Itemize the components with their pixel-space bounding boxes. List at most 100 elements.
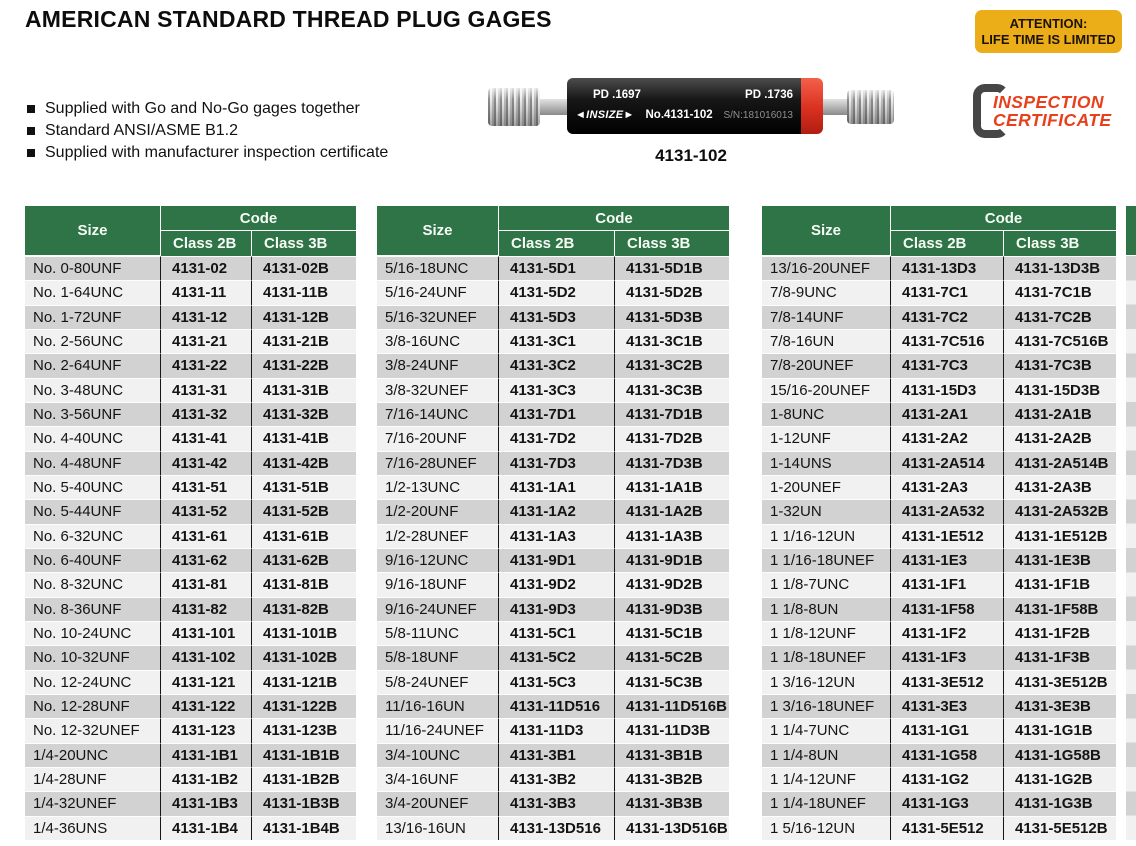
code-class2b-cell: 4131-42 <box>160 450 251 475</box>
table-row: No. 1-64UNC 4131-11 4131-11B <box>25 280 356 305</box>
table-row: 1/2-28UNEF 4131-1A3 4131-1A3B <box>377 523 729 548</box>
code-class3b-cell: 4131-1B2B <box>251 766 356 792</box>
table-row: No. 12-24UNC 4131-121 4131-121B <box>25 669 356 694</box>
table-row: No. 12-28UNF 4131-122 4131-122B <box>25 693 356 719</box>
size-cell: 11/16-24UNEF <box>377 718 498 743</box>
code-class3b-cell: 4131-9D3B <box>614 596 729 621</box>
code-class3b-cell: 4131-1A3B <box>614 523 729 548</box>
code-class2b-cell: 4131-12 <box>160 304 251 329</box>
code-class3b-cell: 4131-3E512B <box>1003 669 1116 694</box>
table-row: No. 5-40UNC 4131-51 4131-51B <box>25 474 356 500</box>
code-class2b-cell: 4131-3C3 <box>498 377 614 402</box>
table-row: 11/16-16UN 4131-11D516 4131-11D516B <box>377 693 729 719</box>
size-cell: 1-20UNEF <box>762 474 890 500</box>
table-row: 1/4-36UNS 4131-1B4 4131-1B4B <box>25 815 356 840</box>
size-cell: 1 3/16-12UN <box>762 669 890 694</box>
code-class2b-cell: 4131-5D2 <box>498 280 614 305</box>
code-class3b-cell: 4131-5E512B <box>1003 815 1116 840</box>
gage-model-number: No.4131-102 <box>645 108 713 121</box>
gage-right-thread <box>847 90 894 124</box>
code-class2b-cell: 4131-122 <box>160 693 251 719</box>
column-header-class-2b: Class 2B <box>160 231 251 256</box>
code-class3b-cell: 4131-5C1B <box>614 620 729 646</box>
feature-item: Standard ANSI/ASME B1.2 <box>27 120 388 142</box>
code-class3b-cell: 4131-3E3B <box>1003 693 1116 719</box>
column-header-class-3b: Class 3B <box>614 231 729 256</box>
column-header-class-3b: Class 3B <box>1003 231 1116 256</box>
code-class2b-cell: 4131-7C2 <box>890 304 1003 329</box>
size-cell: No. 6-32UNC <box>25 523 160 548</box>
table-row: 7/16-14UNC 4131-7D1 4131-7D1B <box>377 401 729 427</box>
code-class2b-cell: 4131-1E3 <box>890 547 1003 573</box>
code-class2b-cell: 4131-121 <box>160 669 251 694</box>
table-row: No. 5-44UNF 4131-52 4131-52B <box>25 499 356 524</box>
certificate-line1: INSPECTION <box>993 92 1104 112</box>
table-row: 5/8-24UNEF 4131-5C3 4131-5C3B <box>377 669 729 694</box>
code-class2b-cell: 4131-1F3 <box>890 645 1003 670</box>
code-class3b-cell: 4131-13D516B <box>614 815 729 840</box>
code-class2b-cell: 4131-5C3 <box>498 669 614 694</box>
size-cell: 5/16-24UNF <box>377 280 498 305</box>
table-row: 1 1/16-12UN 4131-1E512 4131-1E512B <box>762 523 1116 548</box>
size-cell: 1-12UNF <box>762 426 890 451</box>
code-class3b-cell: 4131-61B <box>251 523 356 548</box>
code-class2b-cell: 4131-3C2 <box>498 353 614 378</box>
table-row: 1 1/8-8UN 4131-1F58 4131-1F58B <box>762 596 1116 621</box>
table-row: No. 0-80UNF 4131-02 4131-02B <box>25 256 356 281</box>
table-row: 1 1/8-18UNEF 4131-1F3 4131-1F3B <box>762 645 1116 670</box>
code-class3b-cell: 4131-1G1B <box>1003 718 1116 743</box>
table-row: 1/4-20UNC 4131-1B1 4131-1B1B <box>25 742 356 767</box>
size-cell: 1 1/8-8UN <box>762 596 890 621</box>
size-cell: 1 1/8-7UNC <box>762 572 890 597</box>
size-cell: No. 5-44UNF <box>25 499 160 524</box>
code-class3b-cell: 4131-42B <box>251 450 356 475</box>
code-class3b-cell: 4131-7C3B <box>1003 353 1116 378</box>
code-class2b-cell: 4131-1G2 <box>890 766 1003 792</box>
code-class3b-cell: 4131-7D2B <box>614 426 729 451</box>
column-header-size: Size <box>25 206 160 256</box>
table-row: 5/16-24UNF 4131-5D2 4131-5D2B <box>377 280 729 305</box>
gage-left-shaft <box>540 99 567 115</box>
code-class2b-cell: 4131-3E512 <box>890 669 1003 694</box>
code-class3b-cell: 4131-3C1B <box>614 328 729 354</box>
code-class3b-cell: 4131-32B <box>251 401 356 427</box>
code-class3b-cell: 4131-82B <box>251 596 356 621</box>
size-cell: 1-14UNS <box>762 450 890 475</box>
code-class2b-cell: 4131-7C516 <box>890 328 1003 354</box>
size-cell: 3/4-10UNC <box>377 742 498 767</box>
code-class3b-cell: 4131-13D3B <box>1003 256 1116 281</box>
code-class3b-cell: 4131-2A532B <box>1003 499 1116 524</box>
code-class2b-cell: 4131-51 <box>160 474 251 500</box>
code-class2b-cell: 4131-1A2 <box>498 499 614 524</box>
table-row: 3/4-10UNC 4131-3B1 4131-3B1B <box>377 742 729 767</box>
size-cell: No. 2-56UNC <box>25 328 160 354</box>
table-row: 7/8-16UN 4131-7C516 4131-7C516B <box>762 328 1116 354</box>
size-cell: 1-8UNC <box>762 401 890 427</box>
code-class2b-cell: 4131-5D1 <box>498 256 614 281</box>
code-class2b-cell: 4131-1B2 <box>160 766 251 792</box>
size-cell: 7/8-14UNF <box>762 304 890 329</box>
table-row: No. 10-24UNC 4131-101 4131-101B <box>25 620 356 646</box>
code-class2b-cell: 4131-102 <box>160 645 251 670</box>
size-cell: 11/16-16UN <box>377 693 498 719</box>
table-row: 11/16-24UNEF 4131-11D3 4131-11D3B <box>377 718 729 743</box>
size-cell: No. 6-40UNF <box>25 547 160 573</box>
table-row: 5/16-18UNC 4131-5D1 4131-5D1B <box>377 256 729 281</box>
size-cell: 1/4-20UNC <box>25 742 160 767</box>
code-class2b-cell: 4131-1G58 <box>890 742 1003 767</box>
table-row: 1-12UNF 4131-2A2 4131-2A2B <box>762 426 1116 451</box>
code-class3b-cell: 4131-1G3B <box>1003 791 1116 816</box>
code-class3b-cell: 4131-1F3B <box>1003 645 1116 670</box>
size-cell: 1-32UN <box>762 499 890 524</box>
attention-line1: ATTENTION: <box>1009 15 1088 31</box>
code-class2b-cell: 4131-7D3 <box>498 450 614 475</box>
size-cell: 13/16-20UNEF <box>762 256 890 281</box>
code-class3b-cell: 4131-123B <box>251 718 356 743</box>
gage-table-2: Size Code Class 2B Class 3B 5/16-18UNC 41… <box>377 206 729 840</box>
code-class3b-cell: 4131-1F1B <box>1003 572 1116 597</box>
code-class3b-cell: 4131-5C3B <box>614 669 729 694</box>
table-row: 7/16-20UNF 4131-7D2 4131-7D2B <box>377 426 729 451</box>
code-class3b-cell: 4131-1E3B <box>1003 547 1116 573</box>
table-row: No. 10-32UNF 4131-102 4131-102B <box>25 645 356 670</box>
table-row: No. 1-72UNF 4131-12 4131-12B <box>25 304 356 329</box>
